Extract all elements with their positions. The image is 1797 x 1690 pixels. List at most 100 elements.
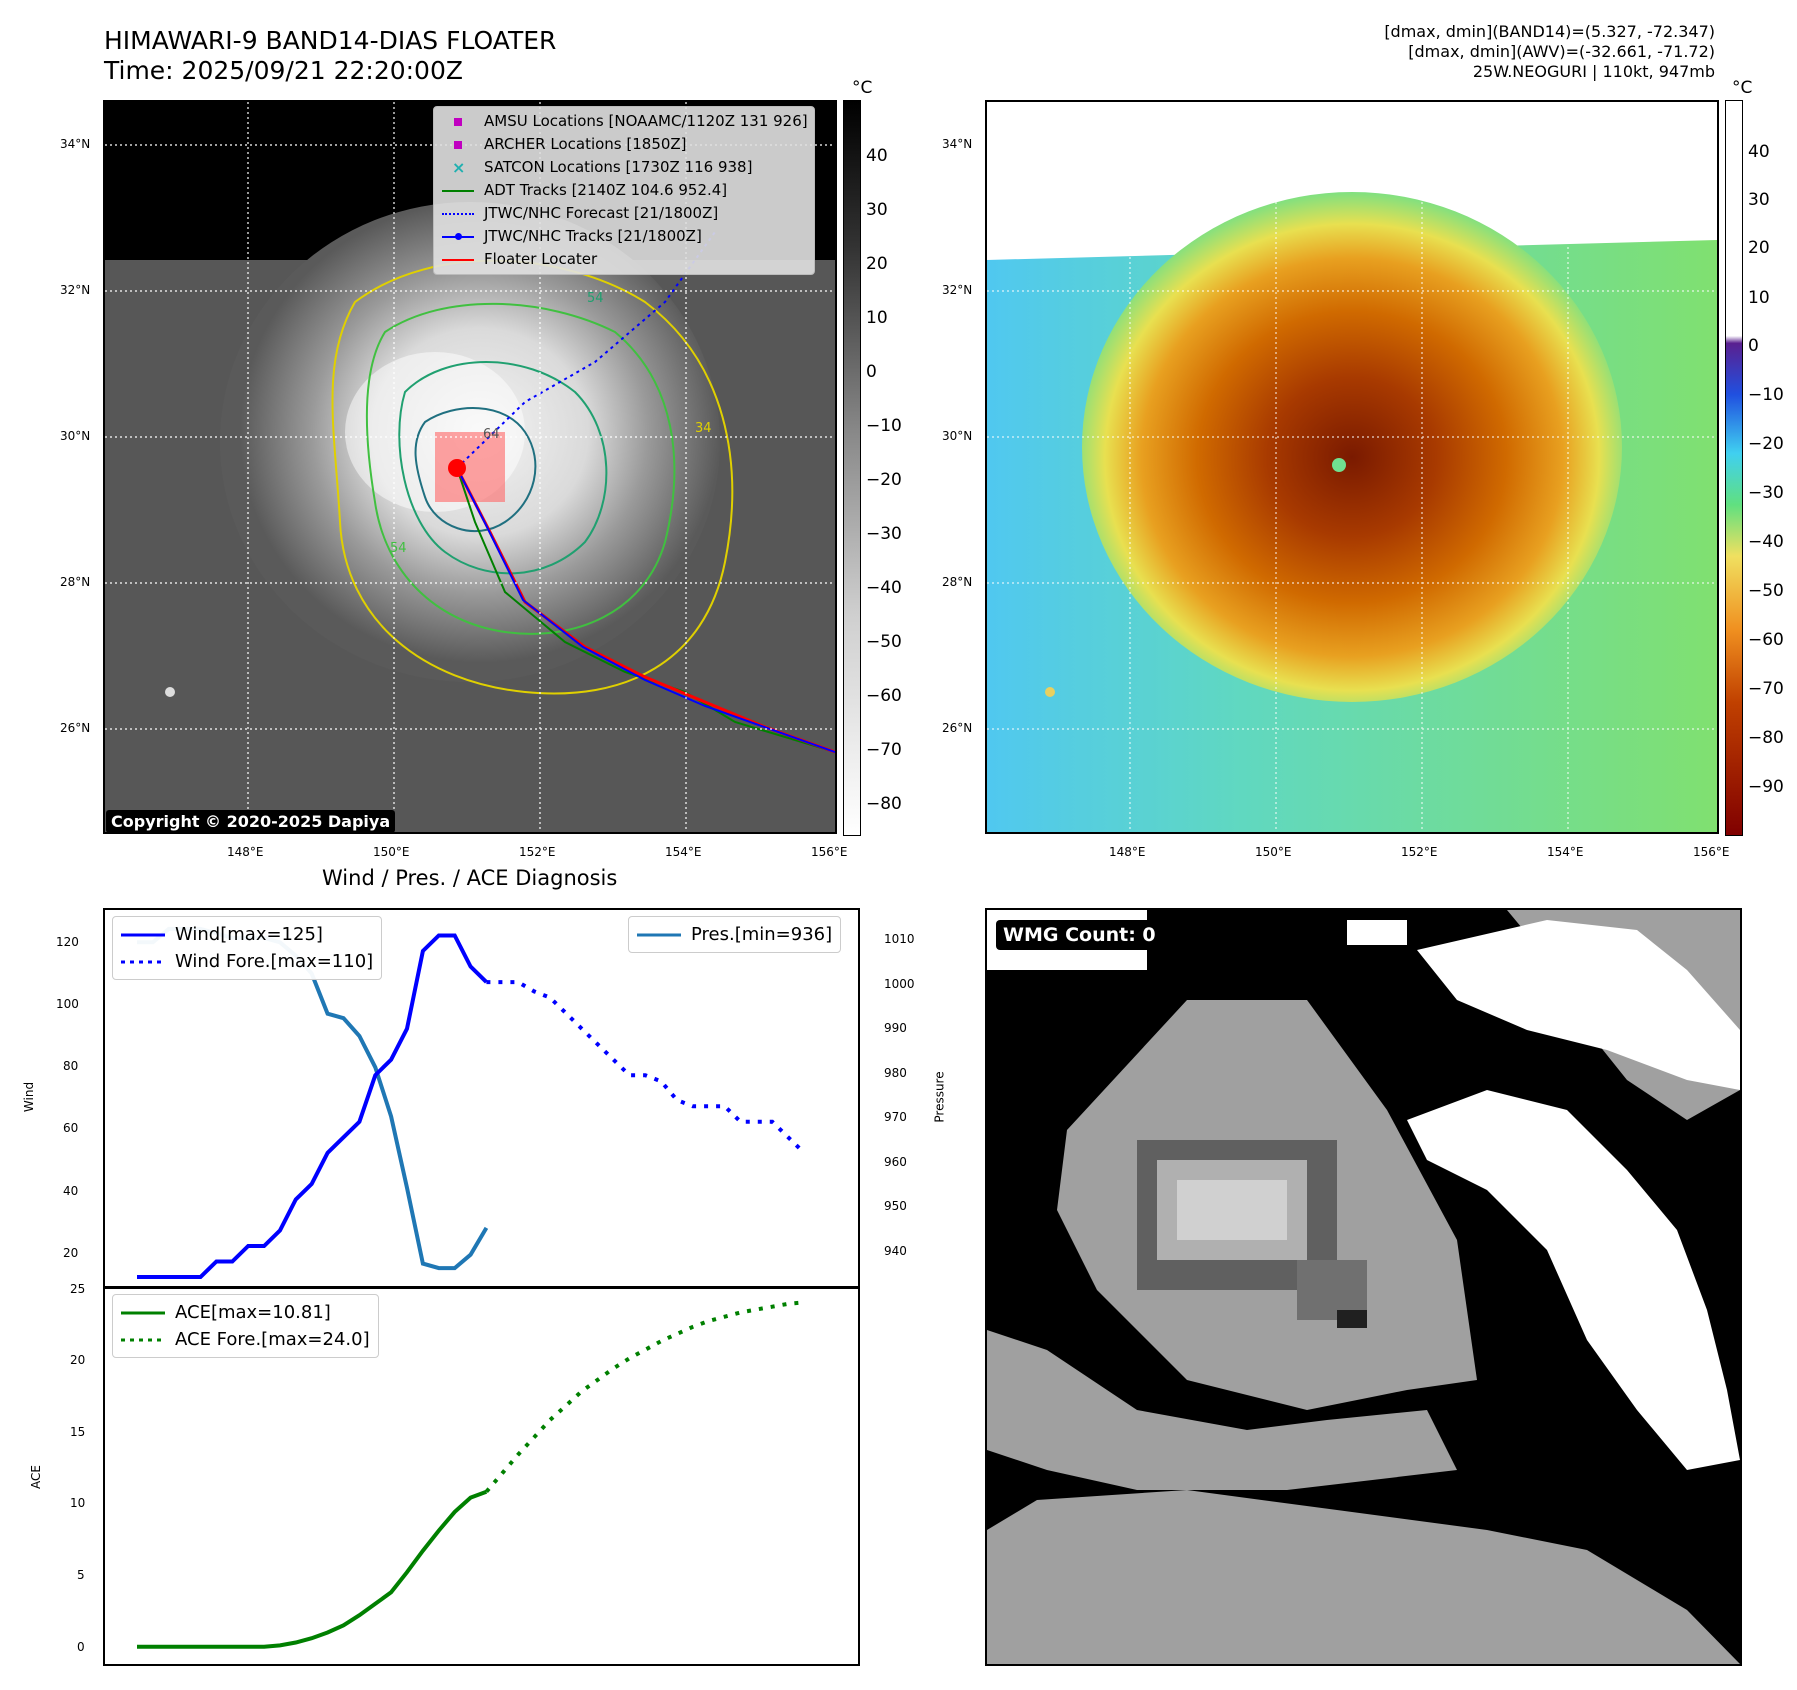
- ace-tick-20: 20: [70, 1353, 86, 1367]
- legend-archer: ARCHER Locations [1850Z]: [440, 133, 808, 156]
- legend-pres: Pres.[min=936]: [637, 921, 832, 948]
- bw-colorbar: [843, 100, 861, 836]
- legend-floater-label: Floater Locater: [484, 250, 598, 268]
- legend-wind-label: Wind[max=125]: [175, 924, 323, 945]
- contour-label-2: 64: [483, 427, 500, 442]
- col-cb-tick-m40: −40: [1748, 532, 1784, 552]
- ace-tick-5: 5: [77, 1568, 85, 1582]
- legend-satcon-label: SATCON Locations [1730Z 116 938]: [484, 158, 753, 176]
- legend-adt: ADT Tracks [2140Z 104.6 952.4]: [440, 179, 808, 202]
- rlon-label-154: 154°E: [1547, 845, 1584, 859]
- rlat-label-34: 34°N: [942, 137, 973, 151]
- pres-tick-950: 950: [884, 1199, 907, 1213]
- legend-amsu-label: AMSU Locations [NOAAMC/1120Z 131 926]: [484, 112, 808, 130]
- info-band14: [dmax, dmin](BAND14)=(5.327, -72.347): [1384, 22, 1715, 41]
- rlat-label-30: 30°N: [942, 429, 973, 443]
- legend-ace: ACE[max=10.81]: [121, 1299, 370, 1326]
- legend-pres-label: Pres.[min=936]: [691, 924, 833, 945]
- col-cb-tick-30: 30: [1748, 190, 1770, 210]
- ace-tick-10: 10: [70, 1496, 86, 1510]
- ace-axis-label: ACE: [28, 1465, 43, 1489]
- rlat-label-32: 32°N: [942, 283, 973, 297]
- wind-tick-40: 40: [63, 1184, 79, 1198]
- wind-tick-60: 60: [63, 1121, 79, 1135]
- wind-tick-80: 80: [63, 1059, 79, 1073]
- ace-plot: [137, 1300, 805, 1649]
- wind-legend: Wind[max=125] Wind Fore.[max=110]: [112, 916, 383, 980]
- rlon-label-156: 156°E: [1693, 845, 1730, 859]
- legend-ace-fore: ACE Fore.[max=24.0]: [121, 1326, 370, 1353]
- col-cb-tick-m90: −90: [1748, 777, 1784, 797]
- bw-cb-tick-m50: −50: [866, 632, 902, 652]
- pres-tick-970: 970: [884, 1110, 907, 1124]
- lat-label-26: 26°N: [60, 721, 91, 735]
- bw-cb-tick-m40: −40: [866, 578, 902, 598]
- pres-tick-980: 980: [884, 1066, 907, 1080]
- ace-tick-25: 25: [70, 1282, 86, 1296]
- rlon-label-148: 148°E: [1109, 845, 1146, 859]
- rlon-label-152: 152°E: [1401, 845, 1438, 859]
- legend-tracks-label: JTWC/NHC Tracks [21/1800Z]: [484, 227, 702, 245]
- diagnosis-title: Wind / Pres. / ACE Diagnosis: [322, 866, 618, 890]
- wind-axis-label: Wind: [22, 1081, 37, 1113]
- color-ir-map-panel: [985, 100, 1719, 834]
- ace-tick-0: 0: [77, 1640, 85, 1654]
- pres-legend: Pres.[min=936]: [628, 916, 842, 953]
- bw-cb-tick-m80: −80: [866, 794, 902, 814]
- lat-label-32: 32°N: [60, 283, 91, 297]
- rlon-label-150: 150°E: [1255, 845, 1292, 859]
- bw-cb-tick-m20: −20: [866, 470, 902, 490]
- wind-tick-100: 100: [56, 997, 79, 1011]
- contour-label-4: 54: [390, 541, 407, 556]
- col-cb-tick-40: 40: [1748, 142, 1770, 162]
- bw-cb-tick-10: 10: [866, 308, 888, 328]
- color-ir-map-image: [987, 102, 1717, 832]
- lon-label-150: 150°E: [373, 845, 410, 859]
- chart-time: Time: 2025/09/21 22:20:00Z: [104, 56, 463, 85]
- pres-tick-940: 940: [884, 1244, 907, 1258]
- wind-line: [137, 933, 488, 1279]
- bw-cb-tick-20: 20: [866, 254, 888, 274]
- lat-label-28: 28°N: [60, 575, 91, 589]
- legend-adt-label: ADT Tracks [2140Z 104.6 952.4]: [484, 181, 728, 199]
- bw-cb-tick-0: 0: [866, 362, 877, 382]
- wmg-panel: [985, 908, 1742, 1666]
- col-cb-tick-m20: −20: [1748, 434, 1784, 454]
- pres-tick-1000: 1000: [884, 977, 915, 991]
- legend-satcon: × SATCON Locations [1730Z 116 938]: [440, 156, 808, 179]
- wind-tick-120: 120: [56, 935, 79, 949]
- legend-archer-label: ARCHER Locations [1850Z]: [484, 135, 687, 153]
- pres-tick-1010: 1010: [884, 932, 915, 946]
- contour-label-3: 34: [695, 421, 712, 436]
- pres-tick-960: 960: [884, 1155, 907, 1169]
- rlat-label-26: 26°N: [942, 721, 973, 735]
- legend-forecast-label: JTWC/NHC Forecast [21/1800Z]: [484, 204, 719, 222]
- legend-wind-fore-label: Wind Fore.[max=110]: [175, 951, 374, 972]
- legend-wind-fore: Wind Fore.[max=110]: [121, 948, 373, 975]
- legend-amsu: AMSU Locations [NOAAMC/1120Z 131 926]: [440, 110, 808, 133]
- ace-legend: ACE[max=10.81] ACE Fore.[max=24.0]: [112, 1294, 379, 1358]
- legend-forecast: JTWC/NHC Forecast [21/1800Z]: [440, 202, 808, 225]
- lon-label-156: 156°E: [811, 845, 848, 859]
- wind-tick-20: 20: [63, 1246, 79, 1260]
- col-cb-tick-m80: −80: [1748, 728, 1784, 748]
- color-colorbar-unit: °C: [1732, 78, 1753, 98]
- bw-cb-tick-m10: −10: [866, 416, 902, 436]
- col-cb-tick-m30: −30: [1748, 483, 1784, 503]
- bw-cb-tick-30: 30: [866, 200, 888, 220]
- wmg-count-label: WMG Count: 0: [996, 920, 1163, 950]
- col-cb-tick-m60: −60: [1748, 630, 1784, 650]
- contour-label-1: 54: [587, 291, 604, 306]
- bw-cb-tick-m60: −60: [866, 686, 902, 706]
- wind-forecast-line: [486, 980, 806, 1155]
- legend-ace-label: ACE[max=10.81]: [175, 1302, 331, 1323]
- legend-ace-fore-label: ACE Fore.[max=24.0]: [175, 1329, 370, 1350]
- bw-cb-tick-m70: −70: [866, 740, 902, 760]
- lon-label-154: 154°E: [665, 845, 702, 859]
- col-cb-tick-20: 20: [1748, 238, 1770, 258]
- lat-label-30: 30°N: [60, 429, 91, 443]
- legend-floater: Floater Locater: [440, 248, 808, 271]
- info-awv: [dmax, dmin](AWV)=(-32.661, -71.72): [1408, 42, 1715, 61]
- pres-axis-label: Pressure: [932, 1071, 947, 1123]
- col-cb-tick-10: 10: [1748, 288, 1770, 308]
